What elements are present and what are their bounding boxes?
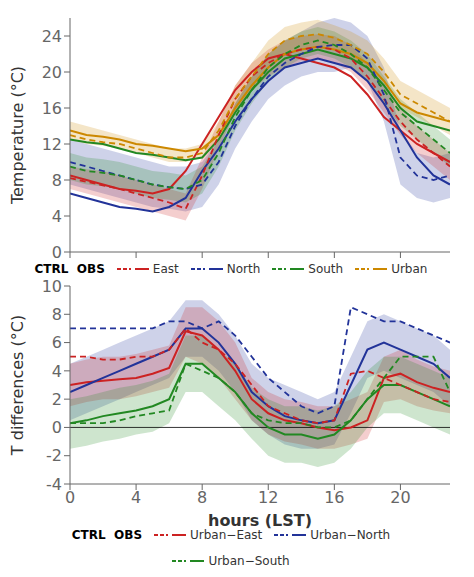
html-text:CTRL OBS: CTRL OBS	[34, 262, 105, 276]
svg-text:6: 6	[52, 333, 62, 352]
svg-text:-4: -4	[46, 475, 62, 494]
svg-text:8: 8	[52, 171, 62, 190]
svg-text:8: 8	[52, 305, 62, 324]
svg-text:24: 24	[42, 27, 62, 46]
svg-text:0: 0	[52, 418, 62, 437]
svg-text:-2: -2	[46, 446, 62, 465]
svg-text:4: 4	[131, 488, 141, 507]
svg-text:2: 2	[52, 390, 62, 409]
svg-text:10: 10	[42, 277, 62, 296]
html-text:North: North	[226, 262, 261, 276]
svg-text:0: 0	[65, 488, 75, 507]
svg-text:12: 12	[42, 135, 62, 154]
svg-text:T differences (°C): T differences (°C)	[8, 315, 27, 456]
svg-text:4: 4	[52, 362, 62, 381]
svg-text:20: 20	[42, 63, 62, 82]
html-text:South: South	[308, 262, 344, 276]
html-text:Urban−South: Urban−South	[208, 554, 290, 568]
svg-text:Temperature (°C): Temperature (°C)	[8, 66, 27, 205]
html-text:East: East	[152, 262, 179, 276]
svg-text:0: 0	[52, 243, 62, 262]
svg-text:12: 12	[258, 488, 278, 507]
html-text:Urban−North: Urban−North	[310, 528, 391, 542]
svg-text:4: 4	[52, 207, 62, 226]
svg-text:16: 16	[42, 99, 62, 118]
html-text:Urban−East: Urban−East	[190, 528, 263, 542]
svg-text:16: 16	[324, 488, 344, 507]
html-text:CTRL OBS: CTRL OBS	[71, 528, 142, 542]
html-text:Urban: Urban	[391, 262, 428, 276]
svg-text:20: 20	[390, 488, 410, 507]
svg-text:8: 8	[197, 488, 207, 507]
svg-text:hours (LST): hours (LST)	[208, 511, 312, 530]
